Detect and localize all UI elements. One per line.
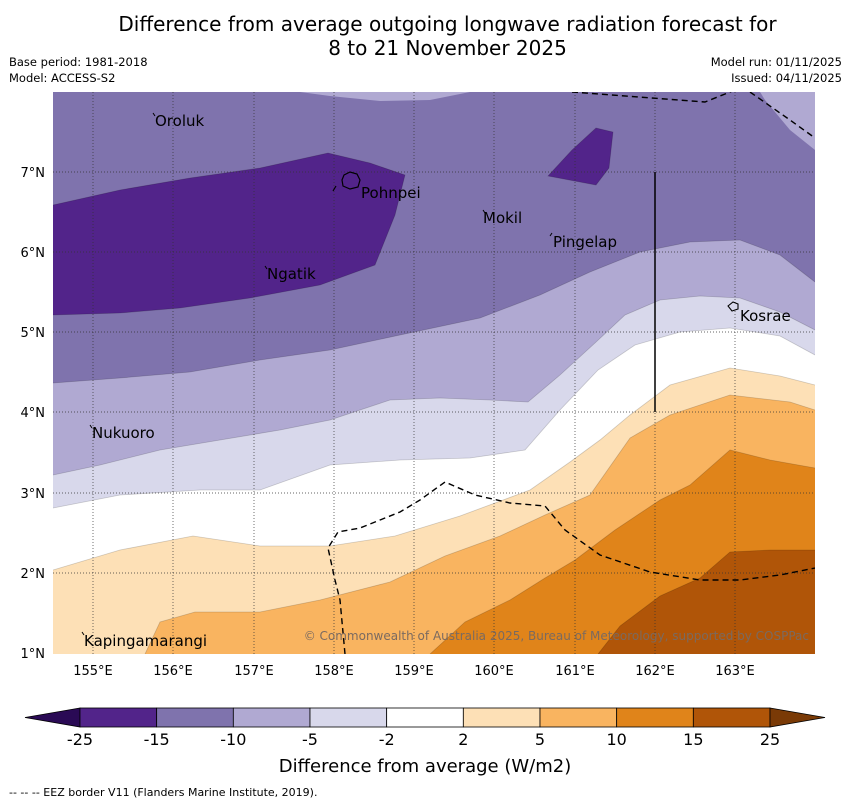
label-pingelap: Pingelap (553, 233, 617, 251)
lon-label: 160°E (474, 664, 514, 679)
lon-label: 161°E (555, 664, 595, 679)
lat-label: 7°N (21, 166, 46, 181)
colorbar-swatches (24, 707, 826, 728)
issued-date: Issued: 04/11/2025 (731, 71, 842, 85)
band-top-patch (300, 92, 470, 101)
colorbar-swatch (232, 707, 311, 728)
colorbar-swatch (462, 707, 541, 728)
meta-left: Base period: 1981-2018 Model: ACCESS-S2 (9, 54, 148, 86)
lat-label: 3°N (21, 487, 46, 502)
title-line-1: Difference from average outgoing longwav… (118, 12, 777, 36)
colorbar-swatch (616, 707, 694, 728)
eez-footnote: -- -- -- EEZ border V11 (Flanders Marine… (9, 786, 318, 799)
gridlines (53, 92, 815, 654)
atoll-markers (81, 112, 553, 636)
colorbar-swatch (539, 707, 618, 728)
label-kosrae: Kosrae (740, 307, 791, 325)
lon-label: 156°E (153, 664, 193, 679)
label-mokil: Mokil (483, 209, 522, 227)
lon-label: 162°E (635, 664, 675, 679)
colorbar-tick-label: -25 (67, 730, 93, 749)
latitude-labels: 7°N 6°N 5°N 4°N 3°N 2°N 1°N (21, 166, 46, 662)
band-minus-15-to-minus-25-east (548, 128, 613, 185)
lon-label: 163°E (715, 664, 755, 679)
colorbar-tick-label: 2 (458, 730, 468, 749)
label-nukuoro: Nukuoro (92, 424, 155, 442)
eez-borders (327, 92, 815, 654)
lat-label: 2°N (21, 567, 46, 582)
colorbar-tick-label: 5 (535, 730, 545, 749)
colorbar-tick-label: 10 (606, 730, 626, 749)
copyright-notice: © Commonwealth of Australia 2025, Bureau… (304, 629, 809, 643)
label-kapingamarangi: Kapingamarangi (84, 632, 207, 650)
colorbar: -25 -15 -10 -5 -2 2 5 10 15 25 Difference from av… (24, 707, 826, 777)
label-ngatik: Ngatik (267, 265, 316, 283)
title-line-2: 8 to 21 November 2025 (328, 36, 567, 60)
lat-label: 5°N (21, 326, 46, 341)
colorbar-tick-label: -10 (220, 730, 246, 749)
colorbar-swatch (386, 707, 464, 728)
pohnpei-island-icon (341, 171, 361, 190)
lat-label: 1°N (21, 647, 46, 662)
label-oroluk: Oroluk (155, 112, 204, 130)
base-period: Base period: 1981-2018 (9, 55, 148, 69)
map-title: Difference from average outgoing longwav… (0, 12, 850, 60)
lat-label: 4°N (21, 406, 46, 421)
band-15-to-25 (598, 550, 815, 654)
contour-lines (53, 127, 815, 654)
kosrae-island-icon (727, 301, 739, 312)
colorbar-tick-label: -15 (144, 730, 170, 749)
lat-label: 6°N (21, 246, 46, 261)
map-area: Oroluk Pohnpei Mokil Pingelap Ngatik Kos… (53, 92, 815, 654)
pohnpei-islet-icon (332, 185, 337, 192)
colorbar-swatch (309, 707, 388, 728)
band-minus-10-to-minus-15 (53, 92, 815, 383)
colorbar-tick-label: -5 (302, 730, 318, 749)
meta-right: Model run: 01/11/2025 Issued: 04/11/2025 (711, 54, 842, 86)
colorbar-ticks: -25 -15 -10 -5 -2 2 5 10 15 25 (67, 730, 780, 749)
colorbar-tick-label: 15 (683, 730, 703, 749)
model-run: Model run: 01/11/2025 (710, 55, 842, 69)
label-pohnpei: Pohnpei (361, 184, 421, 202)
colorbar-extend-low (24, 707, 81, 728)
colorbar-swatch (692, 707, 771, 728)
lon-label: 157°E (234, 664, 274, 679)
band-top-right-patch (760, 92, 815, 150)
colorbar-tick-label: -2 (379, 730, 395, 749)
lon-label: 155°E (73, 664, 113, 679)
colorbar-extend-high (769, 707, 826, 728)
model-name: Model: ACCESS-S2 (9, 71, 116, 85)
colorbar-tick-label: 25 (760, 730, 780, 749)
colorbar-swatch (156, 707, 234, 728)
colorbar-swatch (79, 707, 158, 728)
band-minus-15-to-minus-25-west (53, 153, 405, 315)
lon-label: 159°E (394, 664, 434, 679)
longitude-labels: 155°E 156°E 157°E 158°E 159°E 160°E 161°… (73, 664, 755, 679)
colorbar-label: Difference from average (W/m2) (279, 756, 571, 777)
lon-label: 158°E (314, 664, 354, 679)
